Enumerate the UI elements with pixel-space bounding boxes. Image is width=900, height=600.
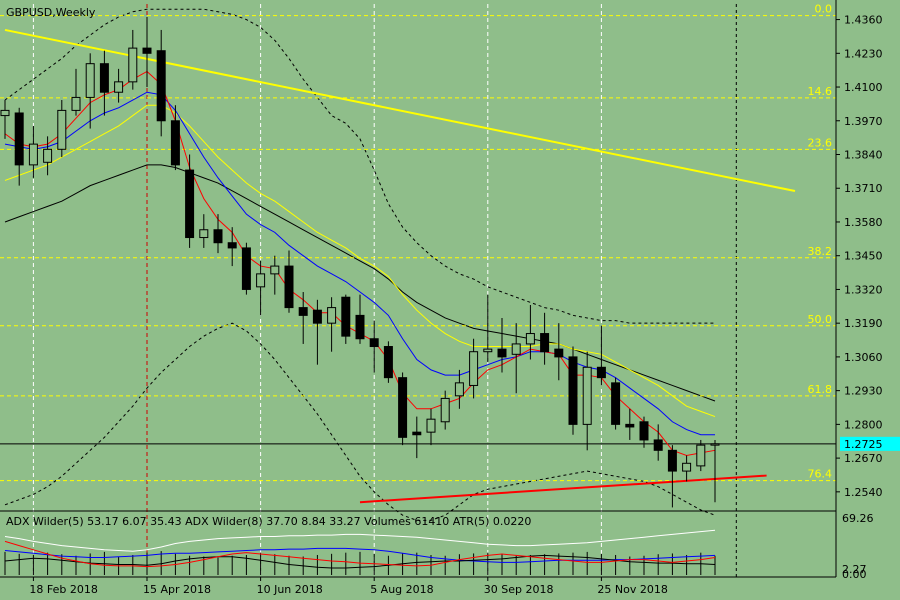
bollinger-middle-line — [4, 164, 716, 402]
indicator-y-label: 2.27 — [842, 563, 867, 576]
y-tick-label: 1.3840 — [844, 149, 883, 162]
candle-body — [71, 96, 81, 111]
candle-body — [682, 462, 692, 472]
candle-body — [667, 449, 677, 472]
x-tick-label: 18 Feb 2018 — [29, 583, 97, 596]
candle-body — [568, 356, 578, 425]
candle-body — [185, 169, 195, 239]
y-tick-label: 1.2800 — [844, 418, 883, 431]
candle-body — [497, 348, 507, 358]
fib-level-label: 50.0 — [808, 313, 833, 326]
candle-body — [611, 382, 621, 425]
y-tick-label: 1.2930 — [844, 385, 883, 398]
candle-body — [625, 423, 635, 428]
y-tick-label: 1.3710 — [844, 182, 883, 195]
candle-body — [327, 307, 337, 324]
candle-body — [653, 439, 663, 451]
current-price-badge — [840, 436, 900, 451]
candle-body — [696, 444, 706, 467]
candle-body — [639, 421, 649, 441]
candle-body — [525, 333, 535, 345]
minus-di-line — [4, 554, 716, 569]
indicator-y-label: 0.00 — [842, 568, 867, 581]
candle-body — [241, 247, 251, 290]
indicator-y-label: 69.26 — [842, 512, 874, 525]
atr-line — [4, 540, 716, 568]
candle-body — [156, 50, 166, 122]
candle-body — [540, 333, 550, 353]
y-tick-label: 1.4360 — [844, 14, 883, 27]
y-tick-label: 1.3970 — [844, 115, 883, 128]
y-tick-label: 1.3580 — [844, 216, 883, 229]
candle-body — [369, 338, 379, 348]
candle-body — [554, 348, 564, 358]
y-tick-label: 1.3190 — [844, 317, 883, 330]
ma-mid-line — [4, 91, 715, 436]
candle-body — [398, 377, 408, 438]
candle-body — [582, 366, 592, 425]
y-tick-label: 1.2540 — [844, 486, 883, 499]
x-tick-label: 5 Aug 2018 — [370, 583, 433, 596]
candle-body — [412, 431, 422, 436]
x-tick-label: 15 Apr 2018 — [143, 583, 211, 596]
candle-body — [142, 47, 152, 54]
candle-body — [128, 47, 138, 83]
y-tick-label: 1.2670 — [844, 452, 883, 465]
candle-body — [383, 346, 393, 379]
y-tick-label: 1.3320 — [844, 283, 883, 296]
candle-body — [511, 343, 521, 355]
candle-body — [14, 112, 24, 166]
fib-level-label: 0.0 — [815, 3, 833, 16]
current-price-value: 1.2725 — [844, 438, 883, 451]
indicator-label: ADX Wilder(5) 53.17 6.07 35.43 ADX Wilde… — [6, 515, 531, 528]
fib-level-label: 61.8 — [808, 383, 833, 396]
candle-body — [99, 63, 109, 93]
plus-di-line — [4, 547, 716, 563]
candle-body — [85, 63, 95, 98]
candle-body — [355, 314, 365, 340]
candle-body — [596, 366, 606, 379]
candle-body — [312, 309, 322, 324]
candle-body — [256, 273, 266, 288]
candle-body — [426, 418, 436, 433]
y-tick-label: 1.4230 — [844, 47, 883, 60]
y-tick-label: 1.3060 — [844, 351, 883, 364]
fib-level-label: 76.4 — [808, 468, 833, 481]
candle-body — [199, 229, 209, 239]
y-tick-label: 1.3450 — [844, 250, 883, 263]
candle-body — [284, 265, 294, 309]
adx-line — [4, 529, 716, 552]
candle-body — [43, 148, 53, 163]
candle-body — [469, 351, 479, 386]
candle-body — [440, 397, 450, 423]
x-tick-label: 30 Sep 2018 — [484, 583, 554, 596]
fib-level-label: 23.6 — [808, 136, 833, 149]
candle-body — [341, 296, 351, 337]
chart-title: GBPUSD,Weekly — [6, 6, 96, 19]
candle-body — [710, 443, 720, 446]
fib-level-label: 14.6 — [808, 85, 833, 98]
y-tick-label: 1.4100 — [844, 81, 883, 94]
fib-level-label: 38.2 — [808, 245, 833, 258]
candle-body — [227, 242, 237, 249]
candle-body — [454, 382, 464, 397]
candle-body — [213, 229, 223, 244]
x-tick-label: 10 Jun 2018 — [257, 583, 323, 596]
candle-body — [0, 109, 10, 117]
candle-body — [483, 348, 493, 353]
bollinger-upper-line — [4, 8, 715, 324]
ma-slow-line — [4, 104, 716, 418]
candle-body — [298, 307, 308, 316]
candle-body — [170, 120, 180, 166]
candle-body — [270, 265, 280, 275]
candle-body — [114, 81, 124, 93]
trendline-bottom — [359, 474, 767, 504]
candle-body — [28, 143, 38, 166]
candle-body — [57, 109, 67, 150]
x-tick-label: 25 Nov 2018 — [597, 583, 667, 596]
